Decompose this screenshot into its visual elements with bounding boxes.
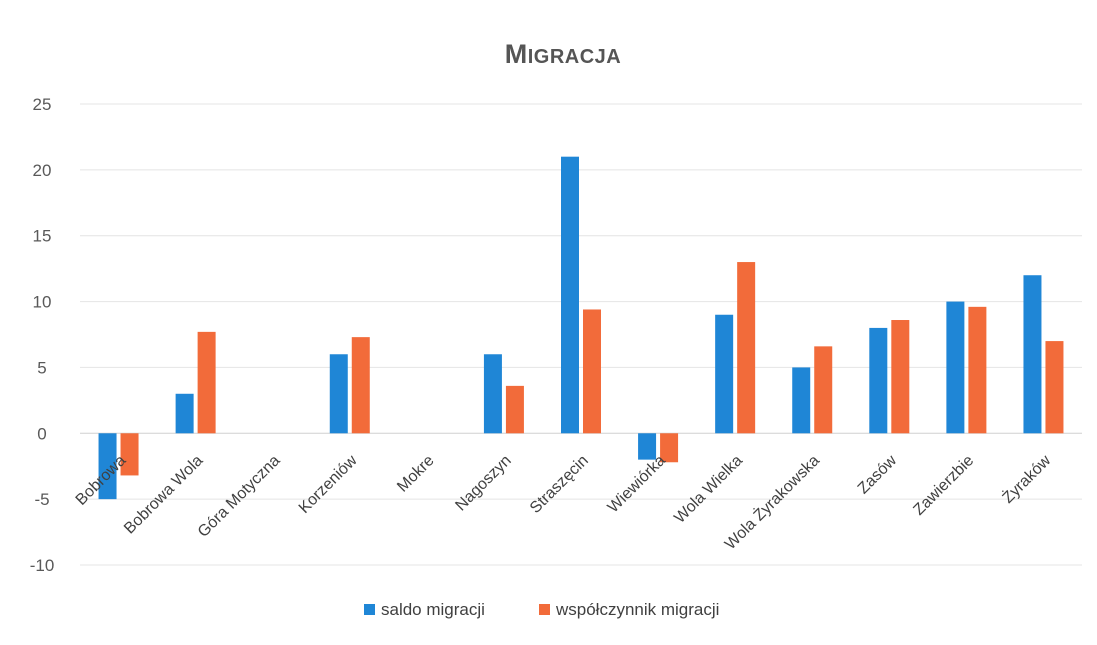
y-tick-label: 15 <box>33 227 52 246</box>
y-tick-label: 0 <box>37 424 46 443</box>
x-tick-label: Straszęcin <box>527 452 592 517</box>
x-tick-label: Żyraków <box>998 450 1054 506</box>
bar-saldo <box>638 433 657 460</box>
bar-wspolczynnik <box>505 385 524 434</box>
bar-saldo <box>175 393 194 434</box>
bar-wspolczynnik <box>814 346 833 434</box>
bar-wspolczynnik <box>660 433 679 463</box>
bar-saldo <box>869 327 888 434</box>
grid-layer <box>80 103 1082 566</box>
bar-saldo <box>483 354 502 434</box>
x-tick-label: Zasów <box>855 452 901 498</box>
x-tick-label: Zawierzbie <box>910 452 977 519</box>
legend: saldo migracji współczynnik migracji <box>364 600 719 619</box>
bar-wspolczynnik <box>120 433 139 476</box>
x-tick-label: Nagoszyn <box>452 452 514 514</box>
y-axis: -10 -5 0 5 10 15 20 25 <box>30 95 55 575</box>
x-tick-label: Góra Motyczna <box>195 452 284 541</box>
x-tick-label: Korzeniów <box>296 452 361 517</box>
bars-layer <box>98 156 1064 500</box>
bar-wspolczynnik <box>1045 341 1064 434</box>
y-tick-label: 10 <box>33 293 52 312</box>
bar-saldo <box>561 156 579 434</box>
bar-wspolczynnik <box>737 262 756 434</box>
y-tick-label: 25 <box>33 95 52 114</box>
legend-swatch <box>364 604 375 615</box>
legend-label: saldo migracji <box>381 600 485 619</box>
bar-wspolczynnik <box>583 309 601 434</box>
y-tick-label: -5 <box>34 490 49 509</box>
bar-wspolczynnik <box>891 320 910 434</box>
bar-saldo <box>792 367 811 434</box>
y-tick-label: 5 <box>37 358 46 377</box>
bar-wspolczynnik <box>351 337 370 434</box>
bar-wspolczynnik <box>197 331 216 434</box>
y-tick-label: 20 <box>33 161 52 180</box>
bar-saldo <box>329 354 348 434</box>
legend-label: współczynnik migracji <box>555 600 719 619</box>
x-tick-label: Wola Wielka <box>671 452 746 527</box>
bar-saldo <box>98 433 117 500</box>
x-tick-label: Mokre <box>394 452 438 496</box>
legend-swatch <box>539 604 550 615</box>
bar-saldo <box>1023 275 1042 434</box>
bar-wspolczynnik <box>968 306 987 434</box>
x-tick-label: Wiewiórka <box>605 452 669 516</box>
bar-saldo <box>946 301 965 434</box>
bar-saldo <box>715 314 734 434</box>
chart-title: MIGRACJA <box>505 39 622 69</box>
y-tick-label: -10 <box>30 556 55 575</box>
